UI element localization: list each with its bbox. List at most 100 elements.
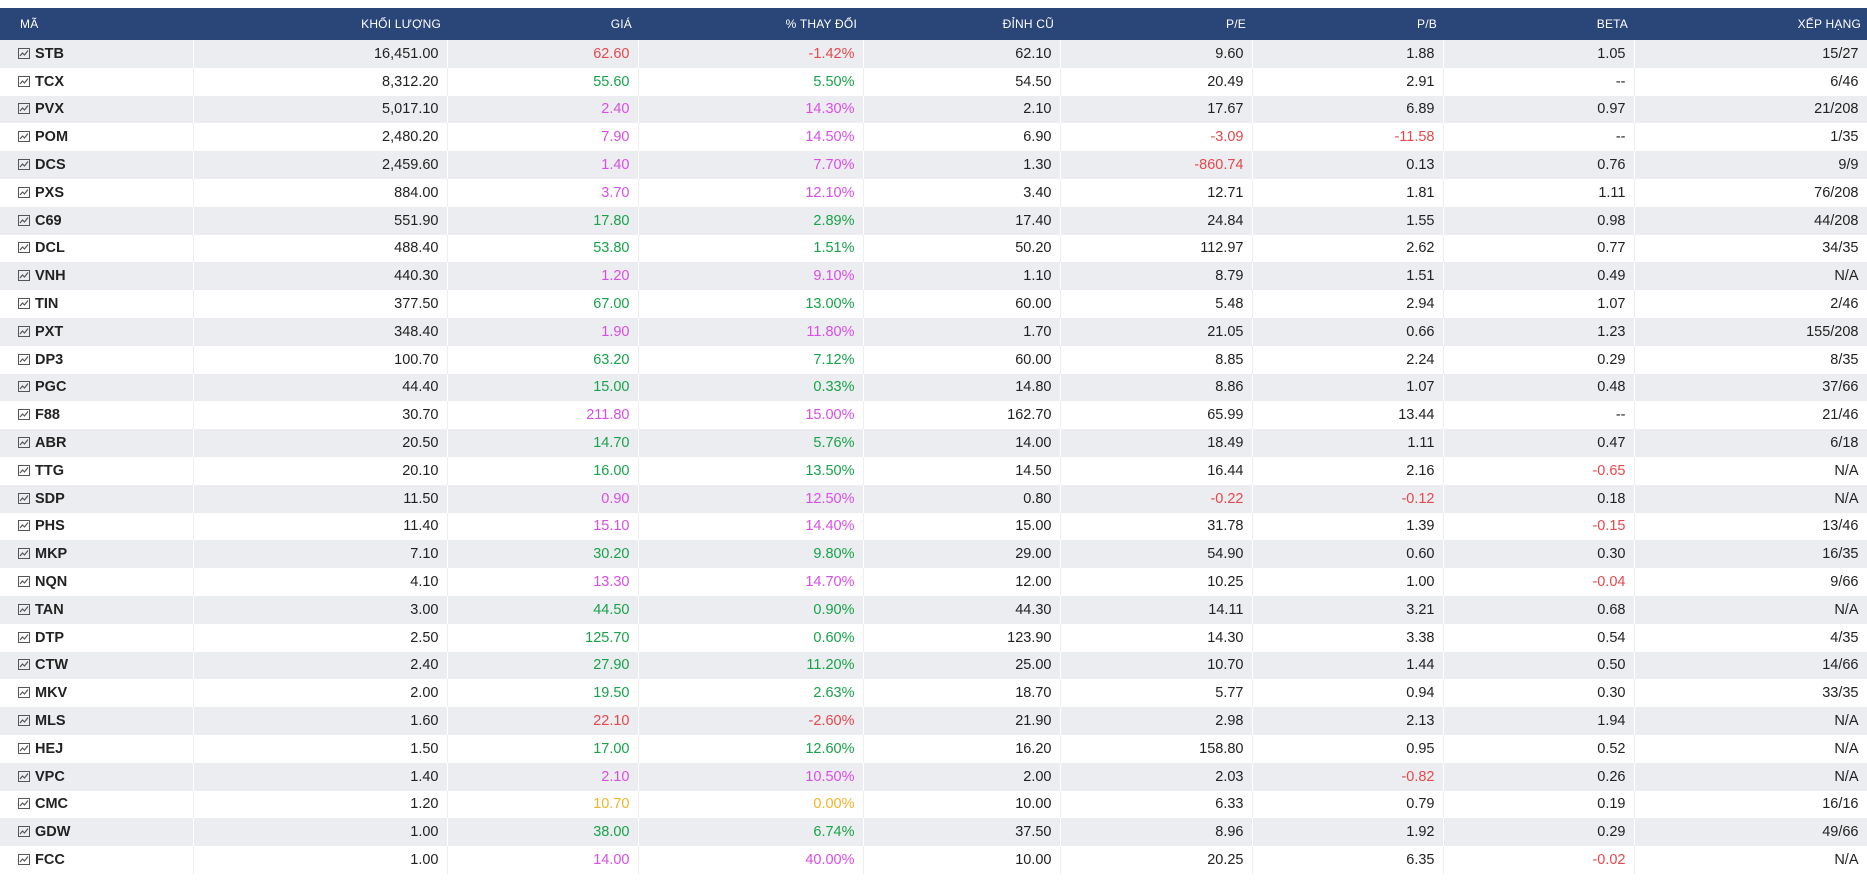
chart-icon[interactable] [18,687,30,699]
stock-code-cell[interactable]: PXT [0,317,194,346]
table-row[interactable]: PVX 5,017.10 2.40 14.30% 2.10 17.67 6.89… [0,95,1867,124]
table-row[interactable]: TTG 20.10 16.00 13.50% 14.50 16.44 2.16 … [0,456,1867,485]
chart-icon[interactable] [18,270,30,282]
header-volume[interactable]: KHỐI LƯỢNG [361,17,441,31]
stock-code-cell[interactable]: NQN [0,568,194,596]
stock-code-cell[interactable]: TIN [0,290,194,318]
stock-code-cell[interactable]: VPC [0,762,194,791]
table-row[interactable]: MKV 2.00 19.50 2.63% 18.70 5.77 0.94 0.3… [0,679,1867,708]
chart-icon[interactable] [18,186,30,198]
stock-code-cell[interactable]: DCS [0,151,194,179]
stock-code[interactable]: NQN [35,574,68,591]
table-row[interactable]: VNH 440.30 1.20 9.10% 1.10 8.79 1.51 0.4… [0,262,1867,291]
stock-code[interactable]: C69 [35,212,62,229]
table-row[interactable]: SDP 11.50 0.90 12.50% 0.80 -0.22 -0.12 0… [0,484,1867,513]
stock-code[interactable]: FCC [35,852,65,868]
stock-code[interactable]: VNH [35,268,66,285]
header-code[interactable]: MÃ [20,17,39,31]
chart-icon[interactable] [18,520,30,532]
table-row[interactable]: DP3 100.70 63.20 7.12% 60.00 8.85 2.24 0… [0,345,1867,374]
chart-icon[interactable] [18,103,30,115]
stock-code-cell[interactable]: PXS [0,178,194,207]
stock-code[interactable]: CMC [35,796,69,813]
stock-code[interactable]: DP3 [35,351,64,368]
stock-code[interactable]: DTP [35,629,64,646]
table-row[interactable]: DCS 2,459.60 1.40 7.70% 1.30 -860.74 0.1… [0,151,1867,179]
chart-icon[interactable] [18,437,30,449]
stock-code[interactable]: PXT [35,323,64,340]
stock-code-cell[interactable]: CMC [0,790,194,819]
stock-code-cell[interactable]: PHS [0,512,194,541]
table-row[interactable]: PGC 44.40 15.00 0.33% 14.80 8.86 1.07 0.… [0,373,1867,402]
table-row[interactable]: PXS 884.00 3.70 12.10% 3.40 12.71 1.81 1… [0,178,1867,207]
stock-code[interactable]: PGC [35,379,67,396]
stock-code[interactable]: SDP [35,490,65,507]
stock-code[interactable]: POM [35,129,69,146]
chart-icon[interactable] [18,631,30,643]
stock-code[interactable]: PHS [35,518,65,535]
table-row[interactable]: MLS 1.60 22.10 -2.60% 21.90 2.98 2.13 1.… [0,707,1867,735]
stock-code-cell[interactable]: DP3 [0,345,194,374]
table-row[interactable]: C69 551.90 17.80 2.89% 17.40 24.84 1.55 … [0,206,1867,235]
stock-code[interactable]: TAN [35,601,64,618]
header-pe[interactable]: P/E [1226,17,1246,31]
stock-code[interactable]: STB [35,45,64,62]
table-row[interactable]: ABR 20.50 14.70 5.76% 14.00 18.49 1.11 0… [0,429,1867,457]
stock-code[interactable]: MKV [35,685,68,702]
chart-icon[interactable] [18,659,30,671]
stock-code[interactable]: VPC [35,768,65,785]
stock-code-cell[interactable]: TCX [0,67,194,96]
stock-code[interactable]: MLS [35,713,66,730]
chart-icon[interactable] [18,409,30,421]
stock-code-cell[interactable]: MLS [0,707,194,735]
stock-code-cell[interactable]: DTP [0,623,194,652]
chart-icon[interactable] [18,353,30,365]
header-change[interactable]: % THAY ĐỔI [785,17,857,31]
table-row[interactable]: TIN 377.50 67.00 13.00% 60.00 5.48 2.94 … [0,290,1867,318]
chart-icon[interactable] [18,464,30,476]
table-row[interactable]: FCC 1.00 14.00 40.00% 10.00 20.25 6.35 -… [0,846,1867,874]
chart-icon[interactable] [18,159,30,171]
stock-code-cell[interactable]: FCC [0,846,194,874]
stock-code-cell[interactable]: PVX [0,95,194,124]
stock-code[interactable]: PXS [35,184,65,201]
table-row[interactable]: NQN 4.10 13.30 14.70% 12.00 10.25 1.00 -… [0,568,1867,596]
stock-code-cell[interactable]: TTG [0,456,194,485]
stock-code-cell[interactable]: VNH [0,262,194,291]
chart-icon[interactable] [18,576,30,588]
table-row[interactable]: F88 30.70 211.80 15.00% 162.70 65.99 13.… [0,401,1867,430]
table-row[interactable]: STB 16,451.00 62.60 -1.42% 62.10 9.60 1.… [0,40,1867,68]
table-row[interactable]: TCX 8,312.20 55.60 5.50% 54.50 20.49 2.9… [0,67,1867,96]
chart-icon[interactable] [18,214,30,226]
stock-code-cell[interactable]: GDW [0,818,194,847]
table-row[interactable]: PXT 348.40 1.90 11.80% 1.70 21.05 0.66 1… [0,317,1867,346]
stock-code[interactable]: DCL [35,240,65,257]
stock-code[interactable]: TCX [35,73,64,90]
stock-code[interactable]: DCS [35,157,66,174]
chart-icon[interactable] [18,325,30,337]
chart-icon[interactable] [18,75,30,87]
chart-icon[interactable] [18,715,30,727]
header-beta[interactable]: BETA [1596,17,1628,31]
stock-code-cell[interactable]: STB [0,40,194,68]
chart-icon[interactable] [18,770,30,782]
stock-code-cell[interactable]: MKV [0,679,194,708]
chart-icon[interactable] [18,826,30,838]
header-price[interactable]: GIÁ [610,17,632,31]
chart-icon[interactable] [18,381,30,393]
header-prev-high[interactable]: ĐỈNH CŨ [1002,17,1054,31]
table-row[interactable]: TAN 3.00 44.50 0.90% 44.30 14.11 3.21 0.… [0,595,1867,624]
table-row[interactable]: POM 2,480.20 7.90 14.50% 6.90 -3.09 -11.… [0,123,1867,152]
stock-code-cell[interactable]: C69 [0,206,194,235]
table-row[interactable]: DTP 2.50 125.70 0.60% 123.90 14.30 3.38 … [0,623,1867,652]
chart-icon[interactable] [18,298,30,310]
stock-code-cell[interactable]: ABR [0,429,194,457]
chart-icon[interactable] [18,854,30,865]
header-pb[interactable]: P/B [1417,17,1437,31]
stock-code-cell[interactable]: SDP [0,484,194,513]
table-row[interactable]: VPC 1.40 2.10 10.50% 2.00 2.03 -0.82 0.2… [0,762,1867,791]
chart-icon[interactable] [18,131,30,143]
chart-icon[interactable] [18,492,30,504]
table-row[interactable]: CTW 2.40 27.90 11.20% 25.00 10.70 1.44 0… [0,651,1867,680]
stock-code[interactable]: MKP [35,546,68,563]
